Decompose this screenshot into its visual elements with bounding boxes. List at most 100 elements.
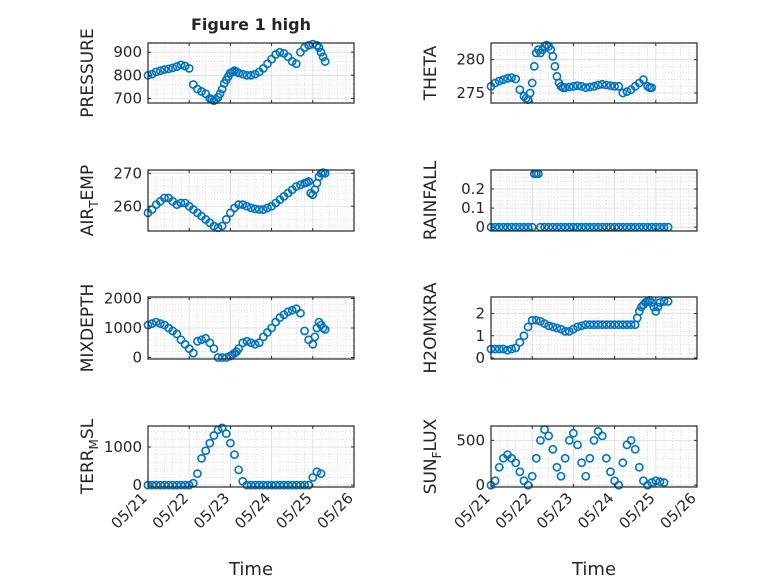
data-point — [552, 462, 562, 472]
data-point — [639, 75, 648, 85]
data-point — [267, 323, 276, 333]
data-point — [527, 78, 537, 88]
data-point — [577, 81, 587, 91]
data-point — [263, 203, 272, 213]
data-point — [614, 320, 624, 330]
data-point — [550, 61, 560, 71]
data-point — [527, 315, 537, 325]
data-point — [254, 480, 264, 490]
data-point — [503, 345, 512, 355]
data-point — [172, 200, 182, 210]
data-point — [215, 89, 225, 99]
data-point — [663, 297, 673, 306]
x-tick-label: 05/22 — [149, 489, 192, 532]
data-point — [569, 81, 578, 91]
data-point — [221, 429, 231, 439]
x-tick-label: 05/21 — [451, 489, 494, 532]
data-point — [655, 298, 665, 307]
data-point — [589, 435, 599, 445]
x-tick-label: 05/24 — [231, 489, 274, 532]
y-axis-label: AIRTEMP — [78, 165, 101, 236]
data-point — [314, 43, 324, 53]
y-tick-label: 2000 — [104, 289, 142, 307]
data-point — [221, 215, 231, 224]
y-tick-label: 270 — [113, 164, 142, 182]
axes-box — [490, 425, 698, 488]
y-axis-label: PRESSURE — [78, 28, 98, 117]
data-point — [606, 467, 615, 477]
data-point — [155, 319, 165, 328]
data-point — [494, 462, 504, 472]
y-tick-label: 0 — [132, 349, 142, 367]
data-point — [581, 471, 591, 481]
data-point — [647, 478, 657, 487]
data-point — [291, 59, 301, 69]
data-point — [626, 435, 636, 445]
data-point — [238, 338, 248, 348]
data-point — [606, 320, 615, 330]
data-point — [254, 338, 264, 348]
data-point — [267, 480, 276, 490]
axes-box — [490, 42, 698, 104]
data-point — [213, 353, 223, 362]
y-axis-label: SUNFLUX — [421, 418, 444, 494]
data-point — [606, 81, 615, 91]
data-point — [577, 321, 587, 331]
data-point — [597, 320, 607, 330]
data-point — [271, 480, 281, 490]
data-point — [238, 69, 248, 79]
y-tick-label: 0.2 — [461, 180, 485, 198]
data-point — [184, 63, 194, 73]
data-point — [283, 307, 293, 317]
data-point — [523, 322, 533, 332]
data-point — [525, 88, 535, 98]
axes-box — [147, 42, 355, 104]
data-point — [316, 47, 326, 57]
data-point — [601, 453, 611, 463]
data-point — [573, 322, 582, 332]
data-point — [651, 306, 661, 316]
data-point — [601, 320, 611, 330]
data-point — [529, 61, 539, 71]
data-point — [279, 480, 289, 490]
data-point — [275, 47, 285, 57]
data-point — [242, 70, 252, 80]
data-point — [610, 81, 619, 91]
data-point — [155, 66, 165, 76]
panel-theta: 275 280 THETA — [421, 40, 698, 105]
data-point — [209, 344, 219, 354]
y-axis-label: THETA — [421, 45, 441, 101]
axes-box — [147, 169, 355, 232]
data-point — [318, 52, 328, 62]
data-point — [250, 480, 260, 490]
data-point — [291, 480, 301, 490]
data-point — [275, 480, 285, 490]
data-point — [234, 68, 244, 78]
data-point — [160, 480, 169, 490]
data-point — [564, 435, 574, 445]
data-point — [527, 471, 537, 481]
data-point — [304, 40, 314, 50]
data-point — [318, 323, 328, 333]
data-point — [308, 190, 318, 200]
data-point — [151, 480, 161, 490]
data-point — [238, 200, 248, 210]
x-tick-label: 05/22 — [492, 489, 535, 532]
data-point — [246, 203, 256, 213]
data-point — [626, 320, 636, 330]
data-point — [601, 80, 611, 90]
data-point — [312, 40, 322, 50]
data-point — [531, 315, 541, 325]
data-point — [515, 467, 525, 477]
data-point — [184, 480, 194, 490]
data-point — [209, 221, 219, 231]
data-point — [320, 325, 330, 334]
data-point — [569, 428, 578, 438]
data-point — [304, 480, 314, 490]
data-point — [507, 73, 516, 83]
data-point — [593, 426, 603, 436]
data-point — [193, 469, 202, 479]
data-point — [618, 458, 628, 468]
x-axis-label-left: Time — [228, 559, 273, 580]
